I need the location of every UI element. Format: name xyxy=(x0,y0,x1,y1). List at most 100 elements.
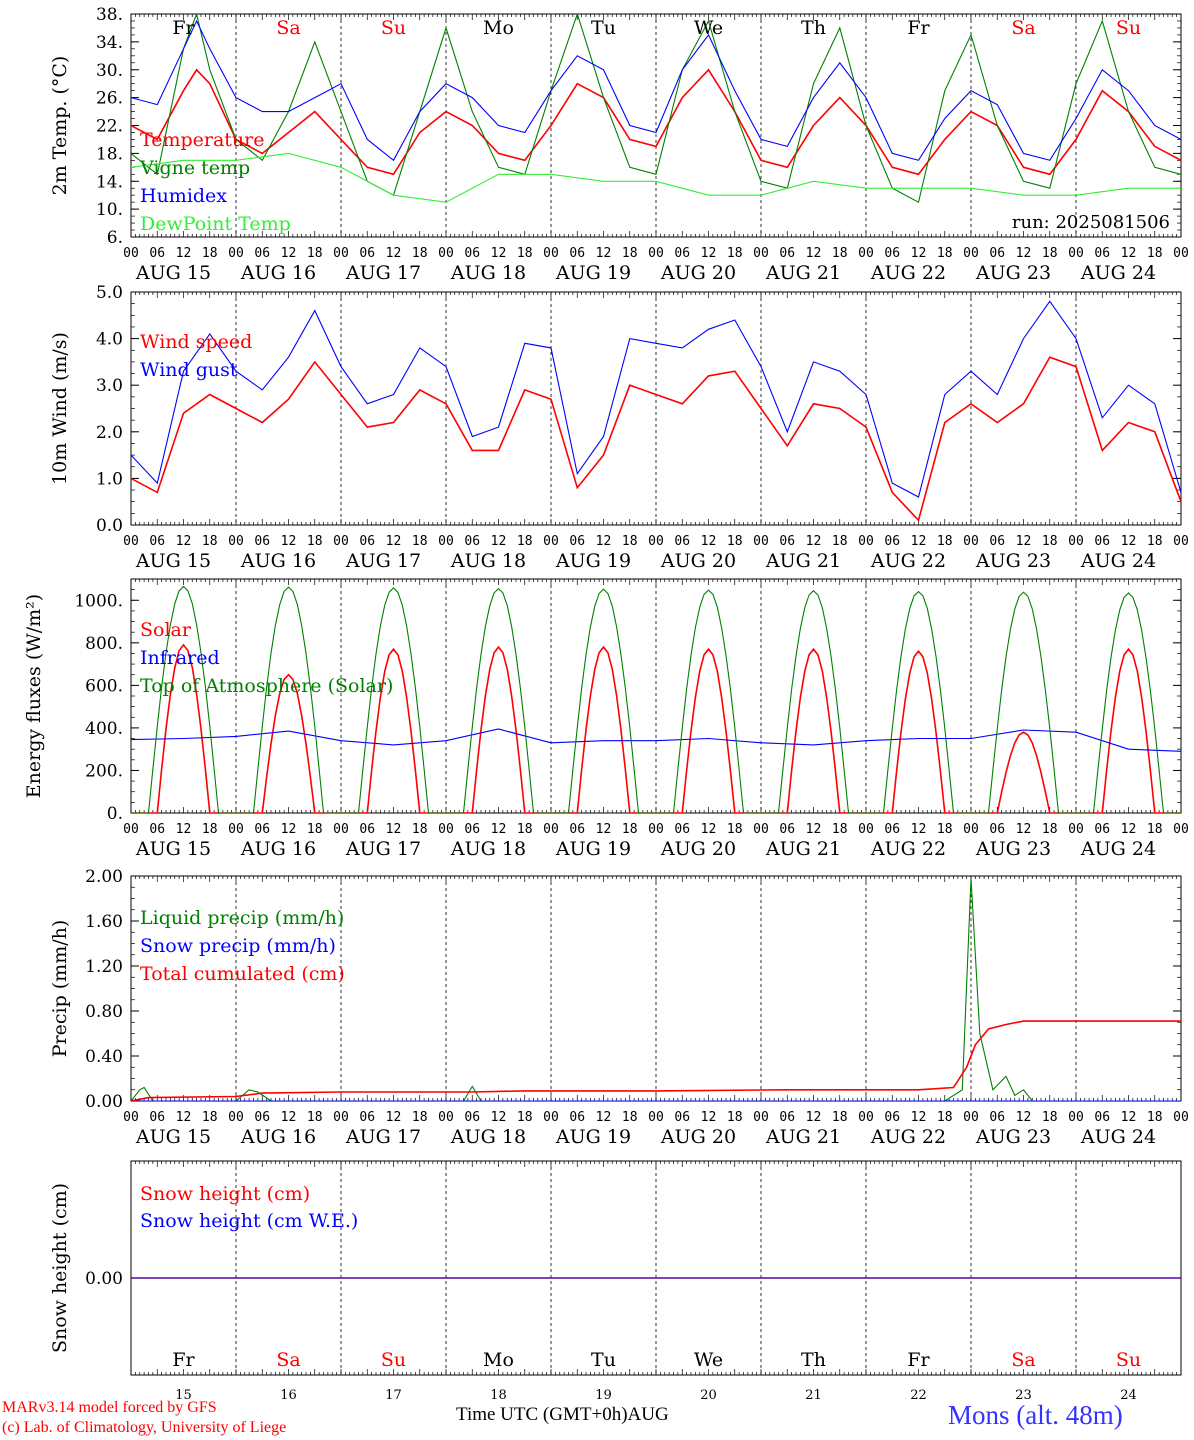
x-hour-label: 06 xyxy=(674,246,690,261)
x-hour-label: 18 xyxy=(1042,822,1058,837)
x-hour-label: 12 xyxy=(911,1110,927,1125)
series-group xyxy=(131,585,1181,813)
x-hour-label: 18 xyxy=(517,534,533,549)
y-axis-title: 2m Temp. (°C) xyxy=(49,56,71,196)
y-tick-label: 38. xyxy=(96,5,123,25)
x-hour-label: 06 xyxy=(569,822,585,837)
y-tick-label: 30. xyxy=(96,61,123,81)
y-tick-label: 0.40 xyxy=(85,1047,123,1067)
x-hour-label: 06 xyxy=(569,534,585,549)
x-hour-label: 18 xyxy=(832,822,848,837)
x-hour-label: 00 xyxy=(333,534,349,549)
series-line-liquid-precip-mm-h- xyxy=(131,878,1181,1101)
x-date-label: AUG 20 xyxy=(660,1126,736,1148)
y-tick-label: 18. xyxy=(96,144,123,164)
day-number: 19 xyxy=(595,1388,612,1403)
x-hour-label: 12 xyxy=(176,246,192,261)
day-abbr-bottom: Sa xyxy=(276,1349,300,1371)
day-number: 21 xyxy=(805,1388,822,1403)
x-hour-label: 00 xyxy=(123,1110,139,1125)
x-hour-label: 00 xyxy=(333,1110,349,1125)
y-tick-label: 2.0 xyxy=(96,423,123,443)
x-date-label: AUG 23 xyxy=(975,262,1051,284)
legend-entry: Snow precip (mm/h) xyxy=(140,935,336,957)
x-hour-label: 12 xyxy=(176,534,192,549)
x-date-label: AUG 16 xyxy=(240,262,316,284)
x-hour-label: 00 xyxy=(123,246,139,261)
y-axis-title: Precip (mm/h) xyxy=(49,920,71,1058)
x-hour-label: 06 xyxy=(1094,534,1110,549)
x-hour-label: 12 xyxy=(1121,534,1137,549)
x-hour-label: 12 xyxy=(386,1110,402,1125)
x-hour-label: 12 xyxy=(1016,822,1032,837)
y-tick-label: 2.00 xyxy=(85,867,123,887)
x-hour-label: 00 xyxy=(1068,534,1084,549)
x-hour-label: 12 xyxy=(806,822,822,837)
x-hour-label: 06 xyxy=(1094,1110,1110,1125)
x-hour-label: 12 xyxy=(1121,822,1137,837)
x-date-label: AUG 24 xyxy=(1080,550,1156,572)
legend-entry: Liquid precip (mm/h) xyxy=(140,907,344,929)
x-hour-label: 00 xyxy=(1173,534,1189,549)
x-date-label: AUG 18 xyxy=(450,1126,526,1148)
x-hour-label: 12 xyxy=(281,534,297,549)
x-hour-label: 00 xyxy=(858,822,874,837)
location-label: Mons (alt. 48m) xyxy=(948,1400,1123,1430)
x-hour-label: 06 xyxy=(884,1110,900,1125)
x-axis-month: AUG xyxy=(627,1404,669,1425)
x-hour-label: 00 xyxy=(648,534,664,549)
x-hour-label: 12 xyxy=(176,1110,192,1125)
x-hour-label: 06 xyxy=(1094,822,1110,837)
x-date-label: AUG 24 xyxy=(1080,1126,1156,1148)
x-hour-label: 12 xyxy=(491,246,507,261)
x-hour-label: 06 xyxy=(464,534,480,549)
legend-entry: Snow height (cm) xyxy=(140,1183,310,1205)
x-hour-label: 00 xyxy=(963,246,979,261)
x-hour-label: 00 xyxy=(438,1110,454,1125)
y-tick-label: 800. xyxy=(85,634,123,654)
x-hour-label: 18 xyxy=(412,246,428,261)
x-hour-label: 18 xyxy=(1042,246,1058,261)
x-date-label: AUG 15 xyxy=(135,262,211,284)
day-number: 17 xyxy=(385,1388,402,1403)
day-abbr-top: Fr xyxy=(172,17,195,39)
x-hour-label: 18 xyxy=(412,1110,428,1125)
x-hour-label: 18 xyxy=(1147,246,1163,261)
x-hour-label: 06 xyxy=(149,246,165,261)
x-hour-label: 00 xyxy=(333,822,349,837)
legend-entry: Temperature xyxy=(140,129,264,151)
x-hour-label: 00 xyxy=(963,822,979,837)
x-hour-label: 18 xyxy=(622,246,638,261)
x-hour-label: 18 xyxy=(517,246,533,261)
x-hour-label: 12 xyxy=(701,246,717,261)
day-number: 15 xyxy=(175,1388,192,1403)
x-hour-label: 00 xyxy=(1173,246,1189,261)
y-tick-label: 0.00 xyxy=(85,1092,123,1112)
day-number: 23 xyxy=(1015,1388,1032,1403)
legend-entry: Total cumulated (cm) xyxy=(140,963,345,985)
series-group xyxy=(131,14,1181,204)
x-hour-label: 18 xyxy=(727,534,743,549)
x-hour-label: 18 xyxy=(307,1110,323,1125)
x-hour-label: 00 xyxy=(648,246,664,261)
x-hour-label: 18 xyxy=(202,822,218,837)
x-hour-label: 06 xyxy=(884,822,900,837)
legend-entry: Solar xyxy=(140,619,192,641)
x-hour-label: 12 xyxy=(281,822,297,837)
day-abbr-top: Tu xyxy=(591,17,616,39)
x-hour-label: 12 xyxy=(596,1110,612,1125)
x-hour-label: 00 xyxy=(858,534,874,549)
x-date-label: AUG 16 xyxy=(240,1126,316,1148)
y-tick-label: 5.0 xyxy=(96,283,123,303)
x-date-label: AUG 17 xyxy=(345,262,421,284)
x-hour-label: 18 xyxy=(1042,1110,1058,1125)
lab-credit: (c) Lab. of Climatology, University of L… xyxy=(2,1419,287,1436)
series-line-wind-gust xyxy=(131,300,1181,498)
day-abbr-bottom: Tu xyxy=(591,1349,616,1371)
x-date-label: AUG 22 xyxy=(870,262,946,284)
x-hour-label: 00 xyxy=(648,822,664,837)
x-hour-label: 18 xyxy=(937,246,953,261)
x-date-label: AUG 19 xyxy=(555,550,631,572)
day-abbr-bottom: Th xyxy=(801,1349,826,1371)
x-hour-label: 06 xyxy=(779,246,795,261)
